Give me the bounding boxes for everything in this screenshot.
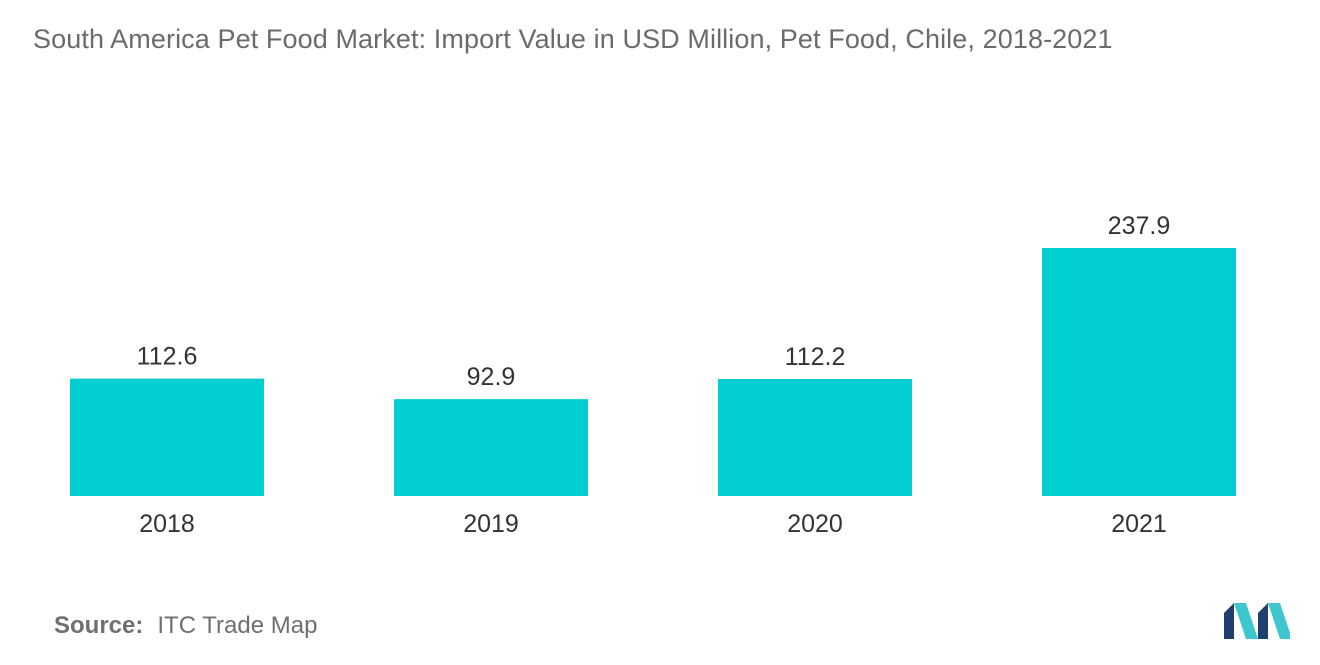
brand-logo: [1224, 603, 1290, 639]
bar-2020: [718, 379, 912, 496]
source-label: Source:: [54, 612, 144, 639]
value-label-2021: 237.9: [1108, 212, 1171, 240]
source-text: ITC Trade Map: [157, 612, 318, 639]
source-note: Source: ITC Trade Map: [54, 612, 317, 640]
category-label-2021: 2021: [1111, 510, 1167, 538]
value-label-2020: 112.2: [785, 343, 846, 371]
bar-2018: [70, 378, 264, 496]
value-label-2019: 92.9: [467, 363, 516, 391]
category-label-2018: 2018: [139, 510, 195, 538]
chart-title: South America Pet Food Market: Import Va…: [33, 24, 1113, 54]
category-label-2019: 2019: [463, 510, 519, 538]
bar-2019: [394, 399, 588, 496]
value-label-2018: 112.6: [137, 343, 198, 371]
category-label-2020: 2020: [787, 510, 843, 538]
bar-chart: 112.6 2018 92.9 2019 112.2 2020 237.9 2021: [70, 212, 1236, 538]
bar-2021: [1042, 248, 1236, 496]
